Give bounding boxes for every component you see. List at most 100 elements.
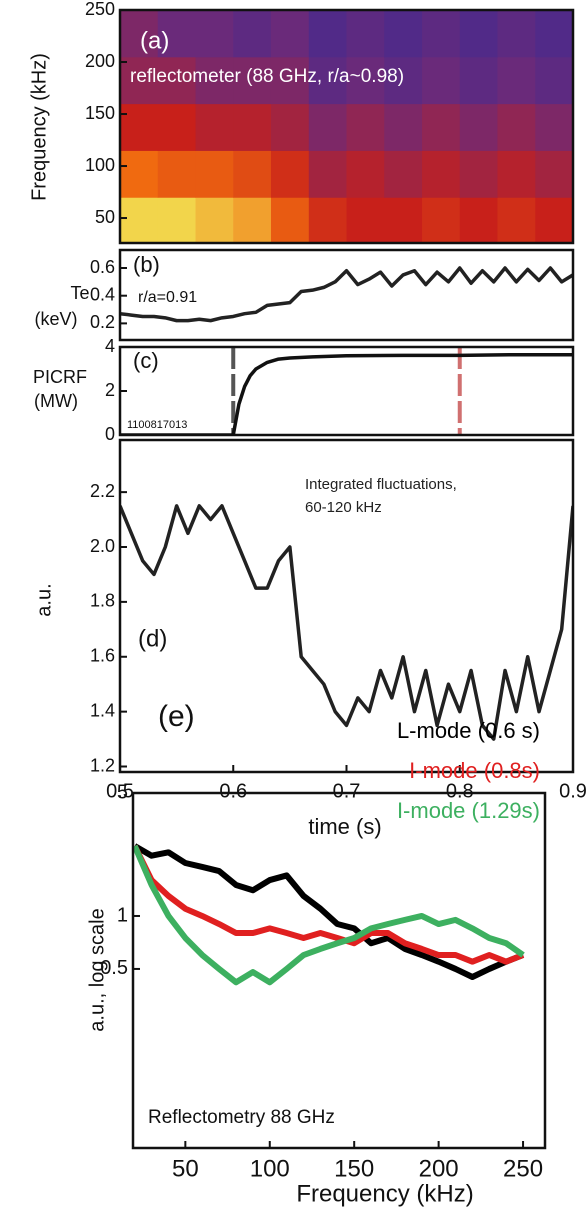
panel: 50 100 150 200 250 (a) reflectometer (88 GHz, … — [28, 0, 575, 245]
frame — [131, 791, 547, 1150]
heat-cell — [384, 150, 423, 198]
y-tick-label: 0.5 — [100, 957, 128, 979]
annotation: r/a=0.91 — [138, 289, 197, 306]
heat-cell — [233, 150, 272, 198]
y-tick-label: 1.6 — [90, 646, 115, 666]
x-tick-label: 250 — [503, 1155, 543, 1182]
data-line — [120, 352, 573, 435]
heat-cell — [459, 56, 498, 105]
heat-cell — [497, 150, 536, 198]
heat-cell — [233, 10, 272, 58]
heat-cell — [346, 56, 385, 105]
plot-area — [120, 266, 573, 323]
y-axis-label: Frequency (kHz) — [28, 53, 50, 201]
heat-cell — [346, 103, 385, 151]
heat-cell — [459, 150, 498, 198]
y-tick-label: 250 — [85, 0, 115, 19]
y-tick-label: 0 — [105, 424, 115, 444]
panel-label: (b) — [133, 252, 160, 277]
panel-label: (c) — [133, 348, 159, 373]
heat-cell — [195, 150, 234, 198]
data-line — [133, 843, 525, 980]
heat-cell — [346, 10, 385, 58]
annotation: 1100817013 — [127, 419, 187, 431]
heat-cell — [346, 150, 385, 198]
heat-cell — [497, 197, 536, 243]
x-tick-label: 50 — [172, 1155, 199, 1182]
heat-cell — [308, 56, 347, 105]
heat-cell — [535, 150, 573, 198]
heat-cell — [270, 197, 310, 243]
heat-cell — [422, 103, 461, 151]
data-line — [133, 844, 525, 965]
y-axis-label: a.u., log scale — [86, 908, 108, 1031]
heat-cell — [308, 103, 347, 151]
frame — [118, 345, 575, 437]
plot-area — [120, 504, 573, 741]
heat-cell — [120, 56, 159, 105]
heat-cell — [422, 56, 461, 105]
frame — [118, 8, 575, 245]
y-axis-label: PICRF — [33, 367, 87, 387]
heat-cell — [535, 56, 573, 105]
heat-cell — [157, 150, 197, 198]
x-tick-label: 0.7 — [333, 780, 361, 802]
panel: 0.2 0.4 0.6 (b) r/a=0.91 Te (keV) — [34, 248, 575, 342]
plot-area — [120, 347, 573, 435]
heat-cell — [270, 10, 310, 58]
x-tick-label: 0.5 — [106, 780, 134, 802]
y-tick-label: 2.2 — [90, 481, 115, 501]
heat-cell — [157, 56, 197, 105]
heat-cell — [384, 10, 423, 58]
panel: 0.5 1 5 50 100 150 200 250 (e) Reflectometry 88 G… — [86, 700, 547, 1207]
plot-area — [133, 843, 525, 986]
heat-cell — [422, 197, 461, 243]
heat-cell — [270, 103, 310, 151]
heat-cell — [120, 150, 159, 198]
heat-cell — [422, 150, 461, 198]
heat-cell — [270, 150, 310, 198]
x-tick-label: 150 — [334, 1155, 374, 1182]
heat-cell — [384, 103, 423, 151]
heat-cell — [120, 10, 159, 58]
annotation: Reflectometry 88 GHz — [148, 1107, 335, 1128]
heat-cell — [270, 56, 310, 105]
heat-cell — [308, 150, 347, 198]
heat-cell — [497, 103, 536, 151]
y-axis-label: (MW) — [34, 391, 78, 411]
x-tick-label: 0.9 — [559, 780, 586, 802]
heat-cell — [308, 10, 347, 58]
y-axis-label: (keV) — [34, 309, 77, 329]
annotation: 60-120 kHz — [305, 499, 382, 516]
heat-cell — [535, 10, 573, 58]
heat-cell — [195, 103, 234, 151]
panel: 0 2 4 (c) 1100817013 PICRF (MW) — [33, 336, 575, 444]
heat-cell — [384, 197, 423, 243]
heat-cell — [346, 197, 385, 243]
y-tick-label: 1.8 — [90, 591, 115, 611]
panel-label: (d) — [138, 625, 167, 652]
data-line — [120, 266, 573, 323]
heat-cell — [233, 197, 272, 243]
y-axis-label: Te — [70, 283, 89, 303]
annotation: reflectometer (88 GHz, r/a~0.98) — [130, 66, 404, 87]
y-tick-label: 1 — [117, 904, 128, 926]
y-tick-label: 150 — [85, 103, 115, 123]
heat-cell — [497, 56, 536, 105]
heat-cell — [157, 103, 197, 151]
x-axis-label: Frequency (kHz) — [296, 1180, 473, 1207]
annotation: Integrated fluctuations, — [305, 476, 457, 493]
y-tick-label: 50 — [95, 207, 115, 227]
data-line — [133, 844, 525, 986]
y-tick-label: 1.4 — [90, 700, 115, 720]
heat-cell — [459, 197, 498, 243]
legend-entry: L-mode (0.6 s) — [397, 718, 540, 743]
y-tick-label: 100 — [85, 155, 115, 175]
y-tick-label: 5 — [117, 781, 128, 803]
y-tick-label: 2.0 — [90, 536, 115, 556]
heat-cell — [459, 103, 498, 151]
heat-cell — [233, 103, 272, 151]
heat-cell — [384, 56, 423, 105]
legend-entry: I-mode (1.29s) — [397, 798, 540, 823]
heat-cell — [195, 56, 234, 105]
